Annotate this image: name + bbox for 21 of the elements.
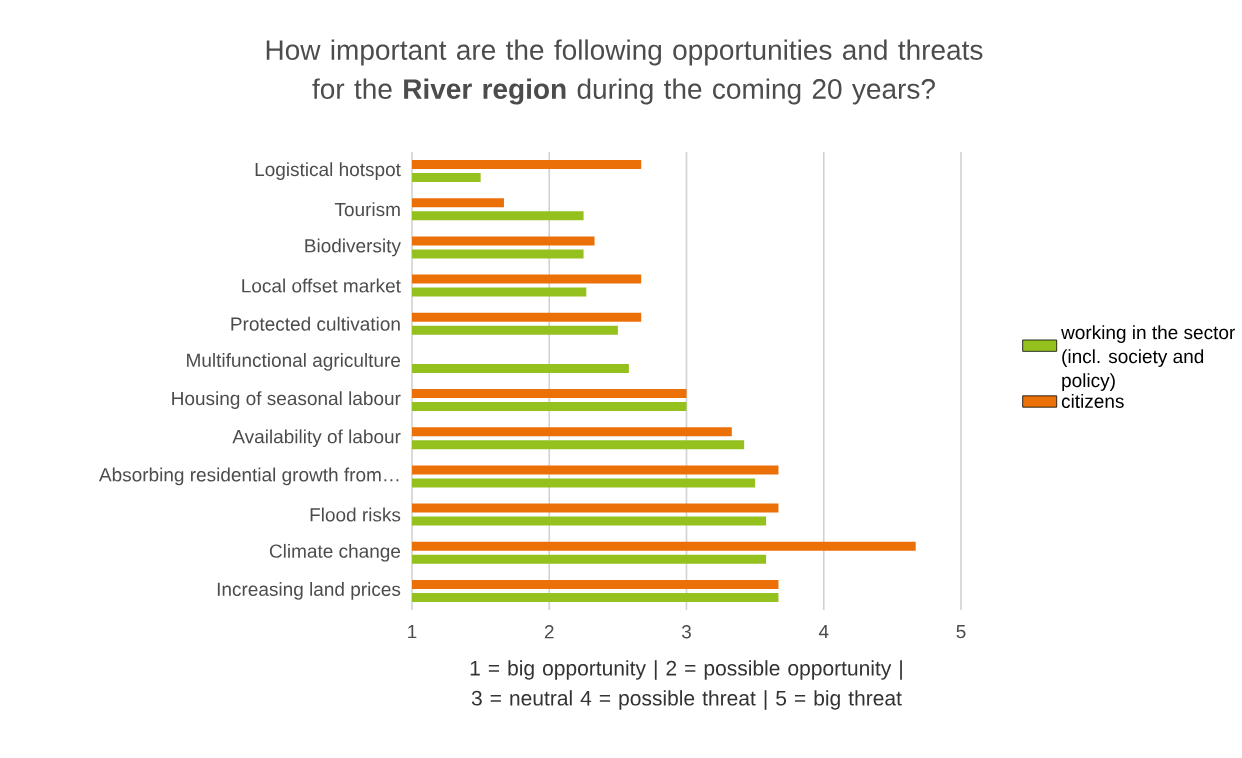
y-tick-label: Availability of labour bbox=[232, 429, 401, 448]
y-tick-label: Absorbing residential growth from… bbox=[98, 467, 399, 486]
x-tick-label: 4 bbox=[818, 625, 829, 639]
y-tick-label: Climate change bbox=[269, 543, 401, 562]
y-tick-label: Biodiversity bbox=[305, 238, 401, 257]
y-tick-label: Flood risks bbox=[310, 507, 401, 522]
chart-title: How important are the following opportunities and threats for the River region during the coming 20 years? bbox=[266, 39, 983, 105]
y-tick-label: Housing of seasonal labour bbox=[172, 391, 401, 409]
y-tick-label: Increasing land prices bbox=[217, 582, 401, 600]
y-tick-label: Logistical hotspot bbox=[255, 162, 401, 180]
legend-label: citizens bbox=[1061, 394, 1124, 408]
x-tick-label: 3 bbox=[681, 625, 691, 639]
x-tick-label: 2 bbox=[544, 625, 554, 639]
y-tick-label: Protected cultivation bbox=[231, 316, 400, 331]
y-tick-label: Local offset market bbox=[242, 278, 401, 293]
legend-label: working in the sector (incl. society and policy) bbox=[1061, 325, 1235, 391]
x-tick-label: 1 bbox=[408, 625, 417, 639]
y-tick-label: Tourism bbox=[334, 202, 400, 217]
x-axis-title: 1 = big opportunity | 2 = possible opportunity | 3 = neutral 4 = possible threat | 5 = big threat bbox=[470, 660, 902, 710]
y-tick-label: Multifunctional agriculture bbox=[187, 353, 401, 371]
x-tick-label: 5 bbox=[956, 625, 966, 639]
